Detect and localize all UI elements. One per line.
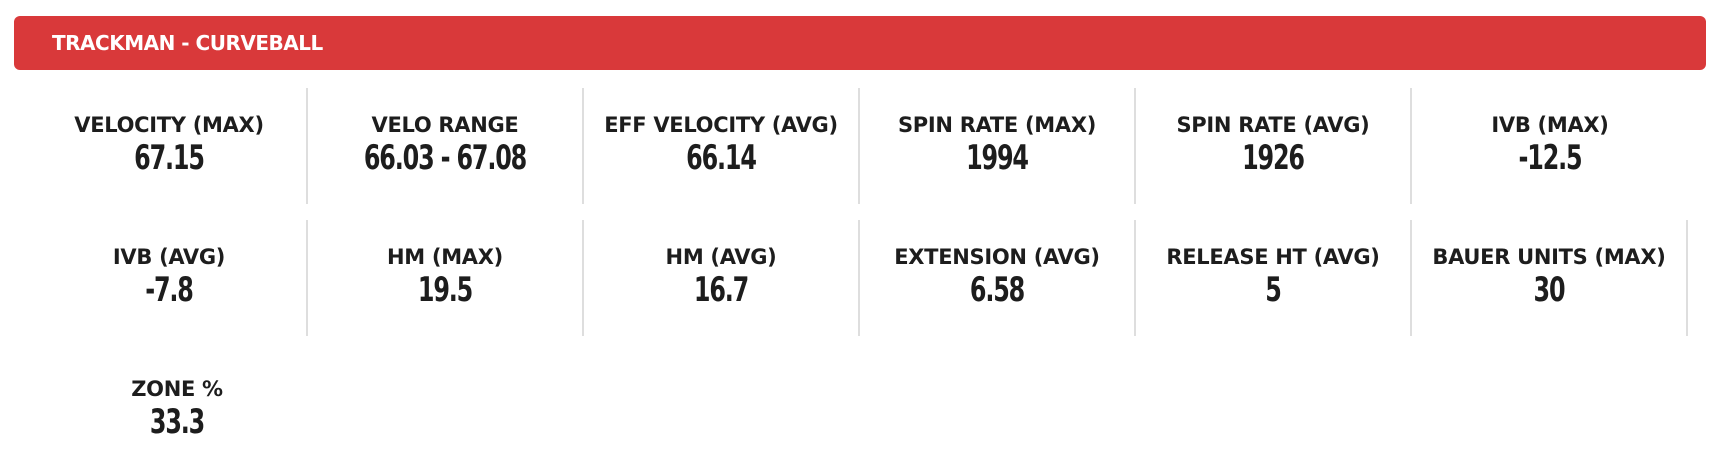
stat-value: 16.7 [693, 270, 749, 310]
stat-value: 6.58 [969, 270, 1025, 310]
stat-bauer-units-max: BAUER UNITS (MAX) 30 [1412, 220, 1688, 336]
stat-value: 66.03 - 67.08 [363, 138, 527, 178]
stat-value: -7.8 [145, 270, 194, 310]
stats-row-1: VELOCITY (MAX) 67.15 VELO RANGE 66.03 - … [32, 88, 1692, 204]
stat-release-ht-avg: RELEASE HT (AVG) 5 [1136, 220, 1412, 336]
stat-label: IVB (MAX) [1491, 113, 1609, 137]
stat-extension-avg: EXTENSION (AVG) 6.58 [860, 220, 1136, 336]
stat-hm-max: HM (MAX) 19.5 [308, 220, 584, 336]
stat-ivb-max: IVB (MAX) -12.5 [1412, 88, 1688, 204]
stat-zone-percent: ZONE % 33.3 [32, 352, 322, 468]
stat-spin-rate-max: SPIN RATE (MAX) 1994 [860, 88, 1136, 204]
stat-hm-avg: HM (AVG) 16.7 [584, 220, 860, 336]
stat-label: RELEASE HT (AVG) [1166, 245, 1380, 269]
stat-label: VELO RANGE [371, 113, 519, 137]
stat-value: 1926 [1242, 138, 1305, 178]
stat-label: HM (AVG) [665, 245, 777, 269]
stat-label: ZONE % [131, 377, 223, 401]
stat-ivb-avg: IVB (AVG) -7.8 [32, 220, 308, 336]
stat-value: 19.5 [417, 270, 473, 310]
stat-label: HM (MAX) [387, 245, 503, 269]
stat-value: 66.14 [686, 138, 757, 178]
stat-value: -12.5 [1518, 138, 1583, 178]
section-title: TRACKMAN - CURVEBALL [52, 31, 323, 55]
stat-velocity-max: VELOCITY (MAX) 67.15 [32, 88, 308, 204]
stat-label: IVB (AVG) [112, 245, 226, 269]
stat-label: VELOCITY (MAX) [74, 113, 264, 137]
stat-label: BAUER UNITS (MAX) [1432, 245, 1666, 269]
section-header: TRACKMAN - CURVEBALL [14, 16, 1706, 70]
stat-value: 33.3 [149, 402, 205, 442]
stats-row-2: IVB (AVG) -7.8 HM (MAX) 19.5 HM (AVG) 16… [32, 220, 1692, 336]
stat-label: SPIN RATE (AVG) [1176, 113, 1370, 137]
stat-value: 30 [1533, 270, 1566, 310]
stat-value: 5 [1265, 270, 1282, 310]
stat-label: SPIN RATE (MAX) [897, 113, 1097, 137]
stat-label: EFF VELOCITY (AVG) [604, 113, 838, 137]
stat-value: 67.15 [134, 138, 205, 178]
stat-value: 1994 [966, 138, 1029, 178]
stat-label: EXTENSION (AVG) [894, 245, 1100, 269]
stat-eff-velocity-avg: EFF VELOCITY (AVG) 66.14 [584, 88, 860, 204]
stat-velo-range: VELO RANGE 66.03 - 67.08 [308, 88, 584, 204]
stats-row-3: ZONE % 33.3 [32, 352, 1692, 468]
stat-spin-rate-avg: SPIN RATE (AVG) 1926 [1136, 88, 1412, 204]
